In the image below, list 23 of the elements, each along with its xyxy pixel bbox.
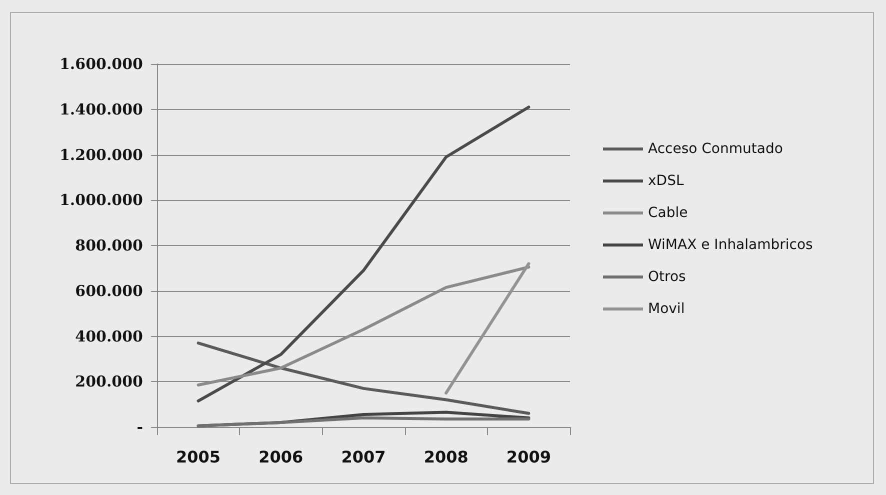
x-tick-label: 2008: [424, 448, 468, 466]
legend-label: WiMAX e Inhalambricos: [648, 237, 813, 253]
y-tick-label: 600.000: [75, 282, 143, 300]
y-tick-label: -: [136, 418, 143, 436]
legend-label: Acceso Conmutado: [648, 141, 783, 157]
x-tick-label: 2005: [176, 448, 221, 466]
y-tick-label: 200.000: [75, 372, 143, 391]
legend-label: xDSL: [648, 173, 684, 189]
y-tick-label: 1.600.000: [59, 55, 143, 73]
x-tick-label: 2007: [341, 448, 386, 466]
legend-label: Cable: [648, 205, 688, 221]
line-series: [196, 106, 530, 402]
y-tick-label: 400.000: [75, 327, 143, 346]
line-series: [196, 416, 530, 428]
line-series: [196, 342, 530, 415]
y-tick-label: 1.400.000: [59, 100, 143, 118]
y-tick-label: 1.200.000: [59, 146, 143, 164]
x-tick-label: 2006: [258, 448, 304, 466]
y-tick-label: 800.000: [75, 236, 143, 254]
legend-label: Otros: [648, 269, 686, 285]
x-tick-label: 2009: [506, 448, 551, 466]
legend-label: Movil: [648, 301, 685, 317]
y-tick-label: 1.000.000: [59, 191, 143, 210]
